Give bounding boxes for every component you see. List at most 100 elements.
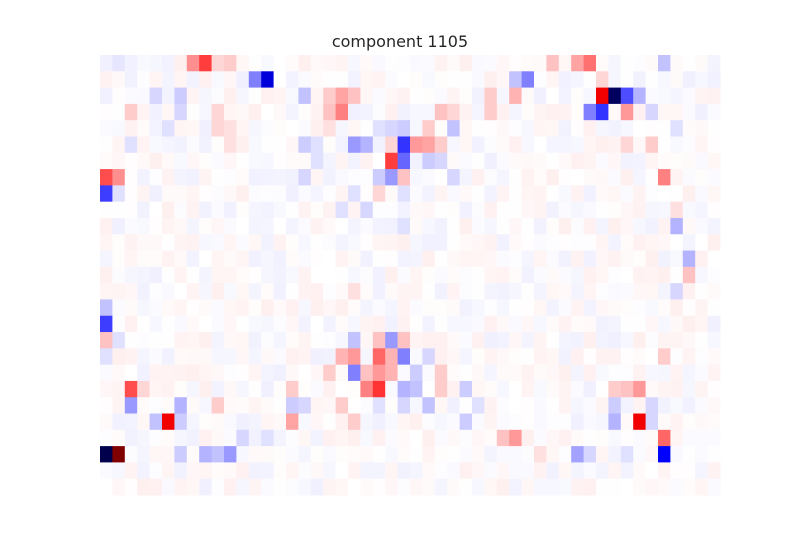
heatmap-cell bbox=[236, 478, 250, 496]
heatmap-cell bbox=[286, 462, 299, 480]
heatmap-cell bbox=[670, 380, 684, 398]
heatmap-cell bbox=[509, 348, 523, 366]
heatmap-cell bbox=[472, 446, 485, 463]
heatmap-cell bbox=[174, 283, 188, 300]
heatmap-cell bbox=[534, 136, 547, 154]
heatmap-cell bbox=[571, 315, 585, 333]
heatmap-cell bbox=[385, 299, 399, 317]
heatmap-cell bbox=[186, 169, 200, 186]
heatmap-cell bbox=[174, 217, 188, 235]
heatmap-cell bbox=[521, 185, 535, 203]
heatmap-cell bbox=[583, 380, 597, 398]
heatmap-cell bbox=[695, 217, 709, 235]
heatmap-cell bbox=[410, 185, 423, 203]
heatmap-cell bbox=[124, 136, 138, 154]
heatmap-cell bbox=[149, 478, 163, 496]
heatmap-cell bbox=[199, 478, 213, 496]
heatmap-cell bbox=[695, 332, 709, 349]
heatmap-cell bbox=[286, 315, 299, 333]
heatmap-cell bbox=[484, 315, 498, 333]
heatmap-cell bbox=[186, 120, 200, 137]
heatmap-cell bbox=[310, 429, 324, 447]
heatmap-cell bbox=[695, 234, 709, 252]
heatmap-cell bbox=[224, 185, 237, 203]
heatmap-cell bbox=[558, 380, 572, 398]
heatmap-cell bbox=[100, 446, 113, 463]
heatmap-cell bbox=[434, 348, 448, 366]
heatmap-cell bbox=[211, 380, 225, 398]
heatmap-cell bbox=[248, 429, 262, 447]
heatmap-cell bbox=[273, 380, 287, 398]
heatmap-cell bbox=[670, 348, 684, 366]
heatmap-cell bbox=[261, 103, 275, 121]
heatmap-cell bbox=[335, 478, 349, 496]
heatmap-cell bbox=[385, 446, 399, 463]
heatmap-cell bbox=[174, 478, 188, 496]
heatmap-cell bbox=[199, 120, 213, 137]
heatmap-cell bbox=[397, 348, 411, 366]
heatmap-cell bbox=[422, 250, 436, 268]
heatmap-cell bbox=[658, 364, 671, 382]
heatmap-cell bbox=[100, 299, 113, 317]
heatmap-cell bbox=[224, 87, 237, 105]
heatmap-cell bbox=[224, 429, 237, 447]
heatmap-cell bbox=[174, 348, 188, 366]
heatmap-cell bbox=[472, 234, 485, 252]
heatmap-cell bbox=[620, 266, 634, 284]
heatmap-cell bbox=[459, 332, 473, 349]
heatmap-cell bbox=[224, 71, 237, 89]
heatmap-cell bbox=[608, 397, 622, 415]
heatmap-cell bbox=[137, 201, 151, 219]
heatmap-cell bbox=[199, 136, 213, 154]
heatmap-cell bbox=[509, 185, 523, 203]
heatmap-cell bbox=[162, 234, 175, 252]
heatmap-cell bbox=[174, 397, 188, 415]
heatmap-cell bbox=[658, 87, 671, 105]
heatmap-cell bbox=[571, 299, 585, 317]
heatmap-cell bbox=[596, 266, 609, 284]
heatmap-cell bbox=[434, 397, 448, 415]
heatmap-cell bbox=[261, 397, 275, 415]
heatmap-cell bbox=[447, 429, 461, 447]
heatmap-cell bbox=[434, 462, 448, 480]
heatmap-cell bbox=[199, 250, 213, 268]
heatmap-cell bbox=[162, 55, 175, 72]
heatmap-cell bbox=[496, 87, 510, 105]
heatmap-cell bbox=[360, 478, 374, 496]
heatmap-cell bbox=[323, 446, 337, 463]
heatmap-cell bbox=[100, 217, 113, 235]
heatmap-cell bbox=[447, 152, 461, 170]
heatmap-cell bbox=[149, 185, 163, 203]
heatmap-cell bbox=[620, 234, 634, 252]
heatmap-cell bbox=[174, 234, 188, 252]
heatmap-cell bbox=[422, 413, 436, 431]
heatmap-cell bbox=[410, 136, 423, 154]
heatmap-cell bbox=[100, 169, 113, 186]
heatmap-cell bbox=[658, 217, 671, 235]
heatmap-cell bbox=[273, 446, 287, 463]
heatmap-cell bbox=[558, 429, 572, 447]
heatmap-cell bbox=[459, 185, 473, 203]
heatmap-cell bbox=[447, 446, 461, 463]
heatmap-cell bbox=[459, 446, 473, 463]
heatmap-cell bbox=[323, 152, 337, 170]
heatmap-cell bbox=[583, 462, 597, 480]
heatmap-cell bbox=[695, 315, 709, 333]
heatmap-cell bbox=[286, 169, 299, 186]
heatmap-cell bbox=[695, 397, 709, 415]
heatmap-cell bbox=[633, 380, 647, 398]
heatmap-cell bbox=[534, 103, 547, 121]
heatmap-cell bbox=[273, 217, 287, 235]
heatmap-cell bbox=[633, 234, 647, 252]
heatmap-cell bbox=[645, 250, 659, 268]
heatmap-cell bbox=[112, 201, 126, 219]
heatmap-cell bbox=[298, 234, 312, 252]
heatmap-cell bbox=[410, 364, 423, 382]
heatmap-cell bbox=[670, 332, 684, 349]
heatmap-cell bbox=[372, 462, 386, 480]
heatmap-cell bbox=[323, 380, 337, 398]
heatmap-cell bbox=[521, 87, 535, 105]
heatmap-cell bbox=[149, 283, 163, 300]
heatmap-cell bbox=[385, 71, 399, 89]
heatmap-cell bbox=[348, 332, 361, 349]
